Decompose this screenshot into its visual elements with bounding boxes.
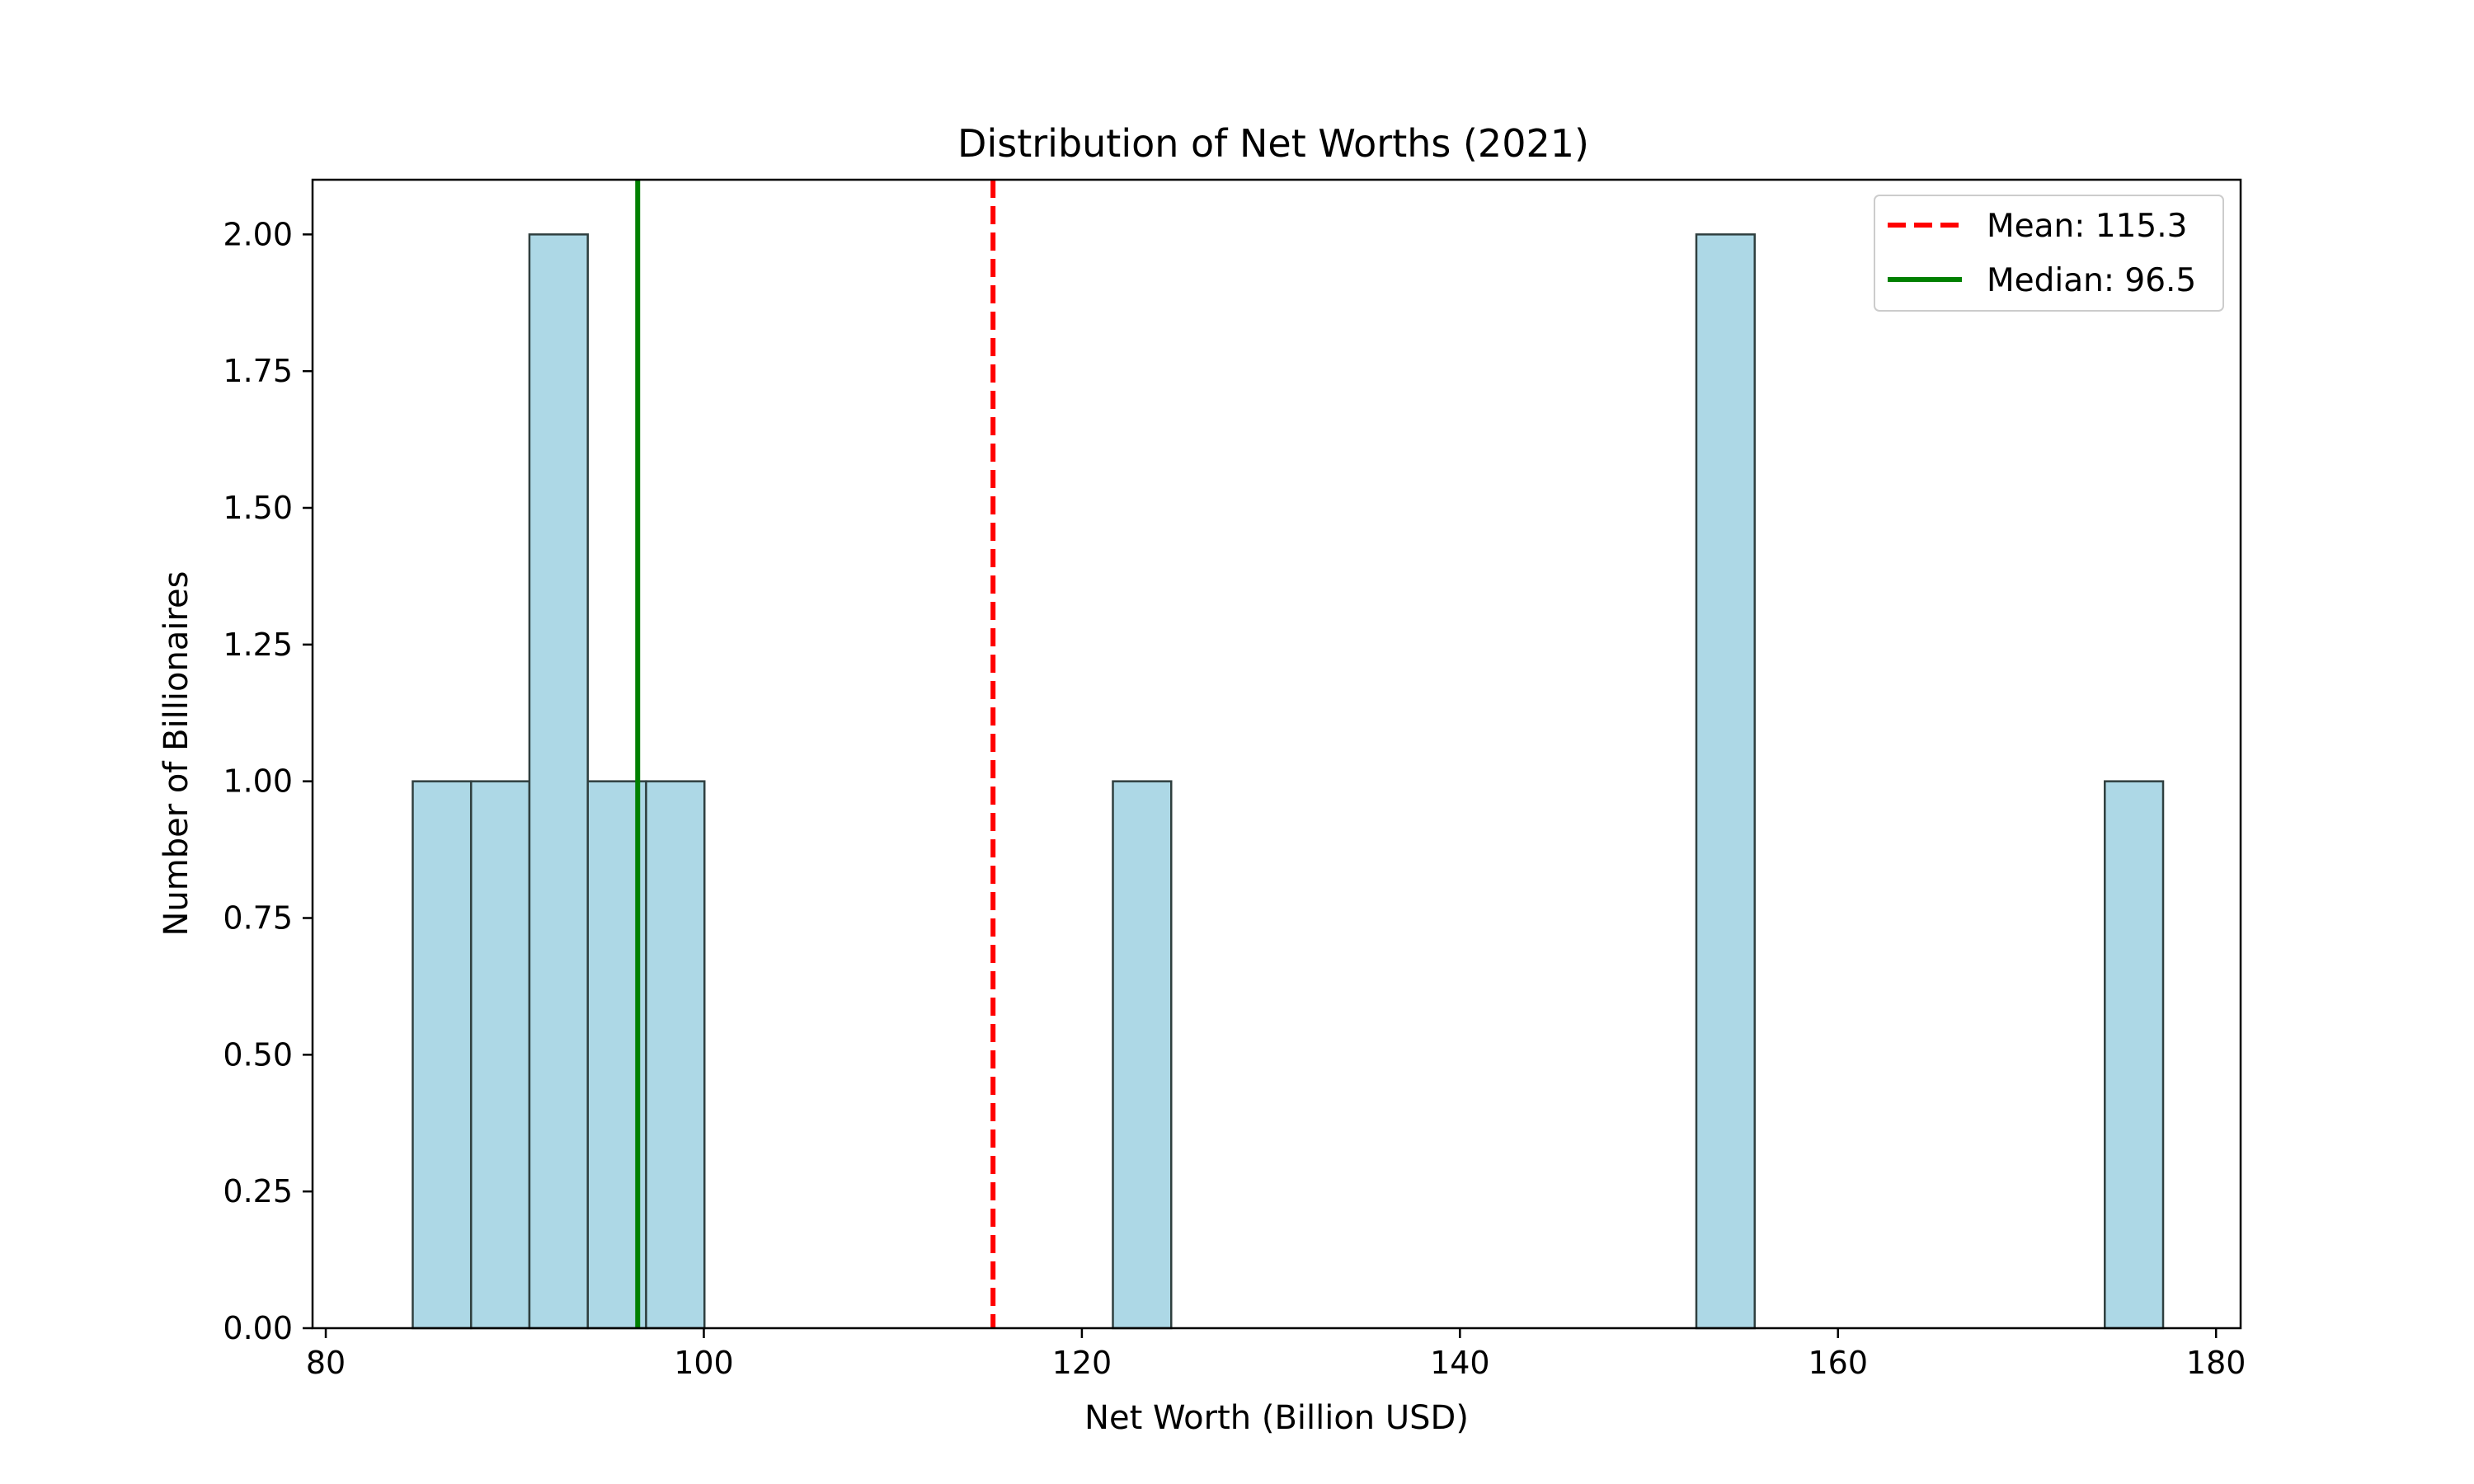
- reference-lines: [635, 180, 996, 1328]
- y-tick-label: 0.50: [223, 1036, 293, 1073]
- histogram-bar: [469, 780, 531, 1330]
- x-tick-label: 180: [2186, 1345, 2246, 1381]
- x-tick-label: 120: [1052, 1345, 1112, 1381]
- y-tick-label: 1.25: [223, 627, 293, 663]
- legend: Mean: 115.3 Median: 96.5: [1874, 195, 2224, 312]
- bars-layer: [412, 233, 2165, 1330]
- y-tick-label: 1.75: [223, 353, 293, 389]
- legend-label: Mean: 115.3: [1987, 208, 2187, 245]
- x-tick-label: 160: [1808, 1345, 1869, 1381]
- x-tick-label: 140: [1430, 1345, 1490, 1381]
- x-axis: 80 100 120 140 160 180: [306, 1328, 2246, 1381]
- legend-label: Median: 96.5: [1987, 262, 2196, 299]
- x-axis-title: Net Worth (Billion USD): [1084, 1399, 1469, 1437]
- histogram-bar: [645, 780, 706, 1330]
- y-tick-label: 1.00: [223, 763, 293, 800]
- y-tick-label: 2.00: [223, 216, 293, 252]
- y-tick-label: 0.00: [223, 1310, 293, 1346]
- histogram-bar: [1112, 780, 1173, 1330]
- histogram-bar: [2104, 780, 2165, 1330]
- y-axis: 0.00 0.25 0.50 0.75 1.00 1.25 1.50 1.75 2.00: [223, 216, 313, 1346]
- x-tick-label: 100: [674, 1345, 734, 1381]
- histogram-bar: [1695, 233, 1757, 1330]
- chart-title: Distribution of Net Worths (2021): [957, 121, 1589, 166]
- x-tick-label: 80: [306, 1345, 346, 1381]
- y-tick-label: 0.75: [223, 900, 293, 937]
- plot-frame: [311, 178, 2242, 1330]
- y-axis-title: Number of Billionaires: [158, 571, 195, 936]
- y-tick-label: 0.25: [223, 1173, 293, 1209]
- histogram-bar: [528, 233, 589, 1330]
- histogram-bar: [412, 780, 473, 1330]
- y-tick-label: 1.50: [223, 490, 293, 526]
